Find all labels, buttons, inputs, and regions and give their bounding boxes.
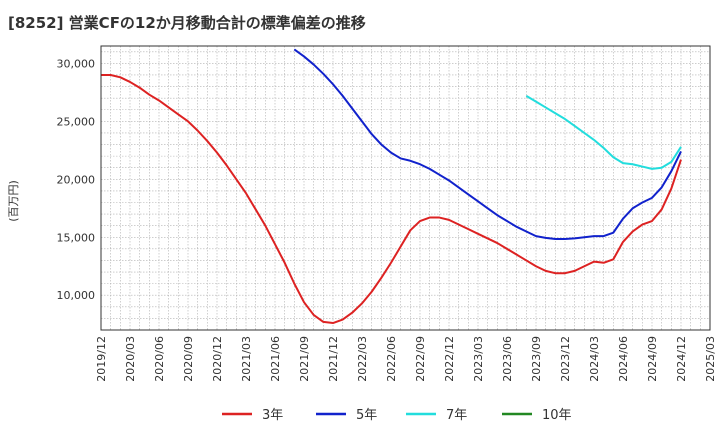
x-tick-label: 2019/12 — [95, 336, 108, 382]
plot-border — [100, 45, 711, 331]
x-tick-label: 2025/03 — [704, 336, 717, 382]
plot-background — [101, 46, 710, 330]
x-tick-label: 2023/09 — [530, 336, 543, 382]
series-line-1 — [293, 48, 682, 240]
x-tick-label: 2024/12 — [675, 336, 688, 382]
x-tick-label: 2023/06 — [501, 336, 514, 382]
x-tick-label: 2020/03 — [124, 336, 137, 382]
legend-label: 10年 — [542, 408, 572, 423]
legend-label: 5年 — [356, 408, 377, 423]
x-tick-label: 2020/06 — [153, 336, 166, 382]
y-tick-label: 10,000 — [57, 289, 96, 302]
x-tick-label: 2022/12 — [443, 336, 456, 382]
x-tick-label: 2021/09 — [298, 336, 311, 382]
x-tick-label: 2021/03 — [240, 336, 253, 382]
x-tick-label: 2020/12 — [211, 336, 224, 382]
x-tick-label: 2022/03 — [356, 336, 369, 382]
x-tick-label: 2021/06 — [269, 336, 282, 382]
x-tick-label: 2022/09 — [414, 336, 427, 382]
x-tick-label: 2024/06 — [617, 336, 630, 382]
x-tick-label: 2024/09 — [646, 336, 659, 382]
x-tick-label: 2024/03 — [588, 336, 601, 382]
x-tick-label: 2020/09 — [182, 336, 195, 382]
legend: 3年 5年 7年 10年 — [222, 408, 572, 423]
legend-item-1: 5年 — [316, 408, 377, 423]
y-tick-label: 25,000 — [57, 115, 96, 128]
series-line-0 — [101, 73, 682, 325]
x-tick-label: 2023/03 — [472, 336, 485, 382]
y-tick-label: 30,000 — [57, 57, 96, 70]
chart-title: [8252] 営業CFの12か月移動合計の標準偏差の推移 — [8, 14, 366, 32]
legend-item-3: 10年 — [502, 408, 572, 423]
x-tick-label: 2023/12 — [559, 336, 572, 382]
axis-layer: 10,000 15,000 20,000 25,000 30,000 2019/12 202… — [57, 45, 717, 382]
series-line-2 — [525, 94, 682, 170]
x-tick-label: 2021/12 — [327, 336, 340, 382]
plot-area — [101, 46, 710, 330]
legend-label: 3年 — [262, 408, 283, 423]
legend-item-0: 3年 — [222, 408, 283, 423]
y-tick-label: 15,000 — [57, 231, 96, 244]
series-layer — [101, 48, 682, 325]
y-tick-label: 20,000 — [57, 173, 96, 186]
x-tick-label: 2022/06 — [385, 336, 398, 382]
legend-label: 7年 — [446, 408, 467, 423]
y-axis-label: (百万円) — [7, 180, 20, 222]
legend-item-2: 7年 — [406, 408, 467, 423]
